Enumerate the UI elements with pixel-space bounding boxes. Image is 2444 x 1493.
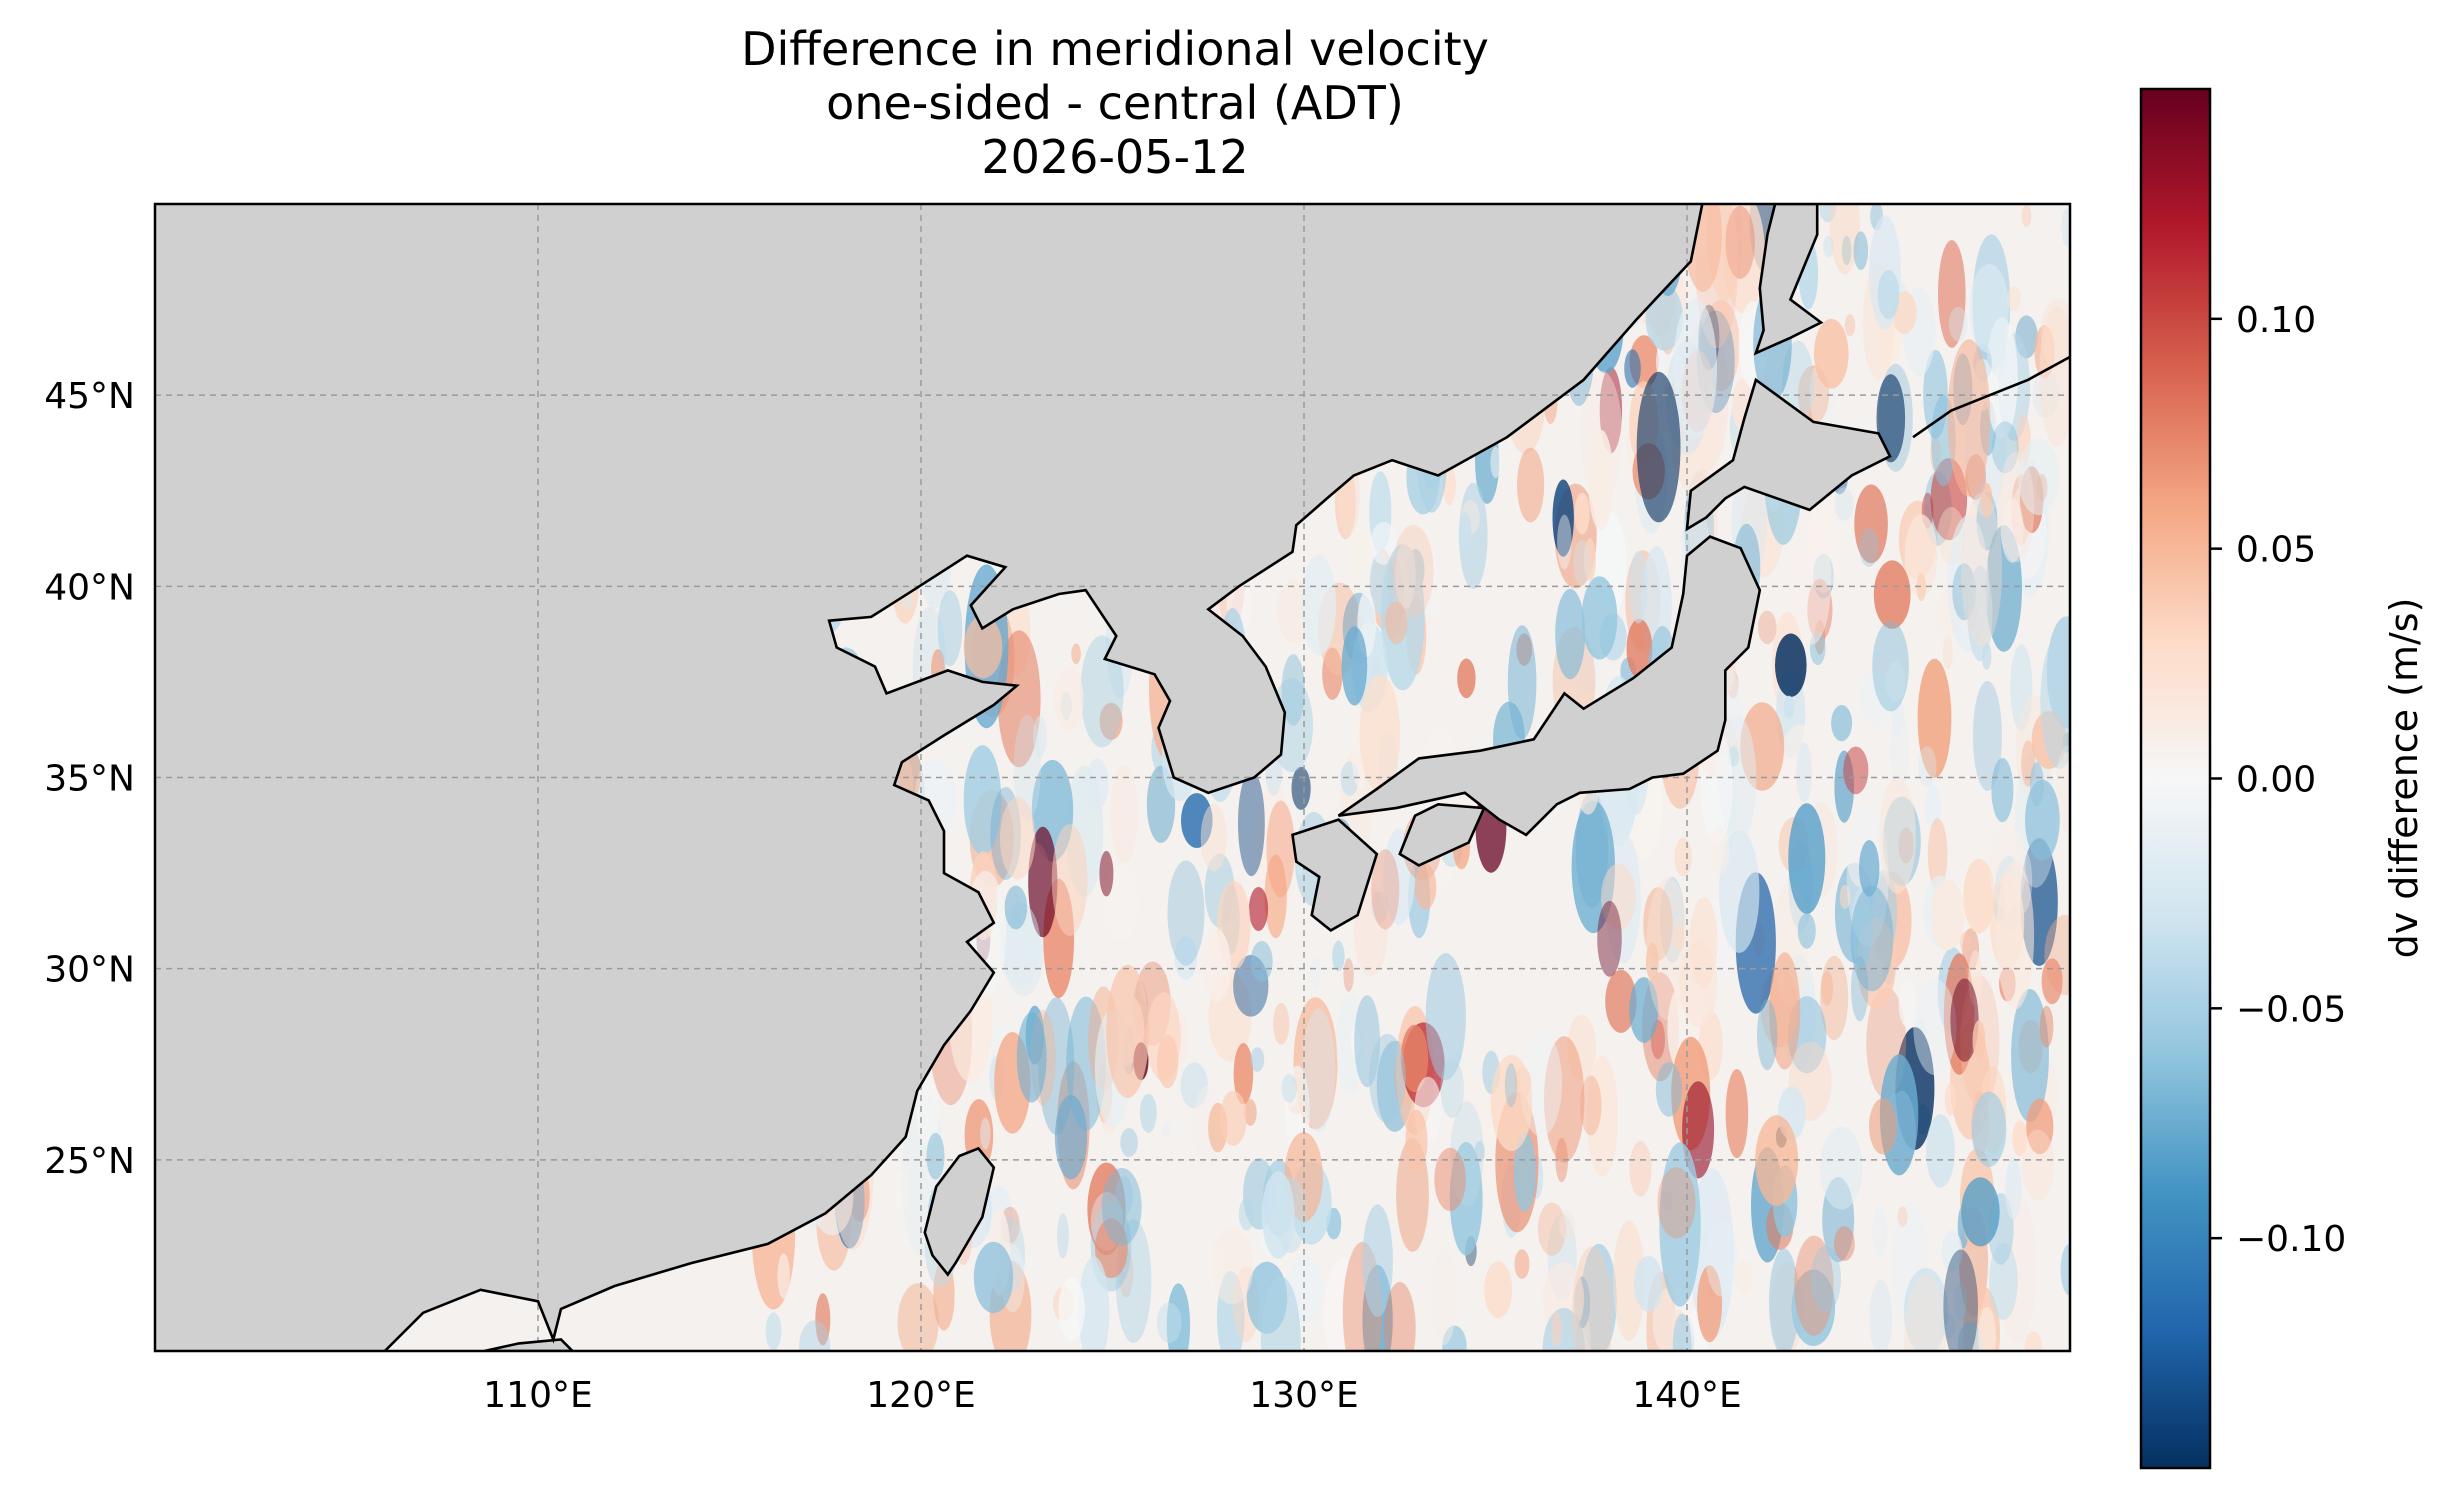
colorbar-tick-label: 0.05 bbox=[2236, 530, 2316, 571]
coastlines bbox=[383, 204, 2070, 1351]
colorbar-label: dv difference (m/s) bbox=[2382, 598, 2426, 959]
x-tick-label: 140°E bbox=[1632, 1375, 1741, 1416]
colorbar-tick-label: −0.10 bbox=[2236, 1219, 2346, 1260]
y-tick-label: 35°N bbox=[44, 759, 135, 800]
colorbar-tick-label: −0.05 bbox=[2236, 989, 2346, 1030]
coast-hainan bbox=[484, 1338, 575, 1351]
x-axis: 110°E 120°E 130°E 140°E bbox=[483, 1375, 1741, 1416]
coast-hokkaido bbox=[1685, 377, 1892, 532]
chart-date: 2026-05-12 bbox=[981, 130, 1249, 184]
coast-mainland bbox=[383, 204, 1704, 1351]
chart-title: Difference in meridional velocity bbox=[741, 22, 1489, 76]
colorbar: 0.10 0.05 0.00 −0.05 −0.10 dv difference (m/… bbox=[2139, 87, 2426, 1470]
colorbar-tick-label: 0.10 bbox=[2236, 300, 2316, 341]
coast-kyushu bbox=[1291, 818, 1379, 932]
map-area bbox=[155, 204, 2070, 1351]
y-tick-label: 25°N bbox=[44, 1141, 135, 1182]
x-tick-label: 120°E bbox=[866, 1375, 975, 1416]
coast-kurils bbox=[1912, 355, 2070, 439]
coast-honshu bbox=[1337, 535, 1762, 837]
y-tick-label: 45°N bbox=[44, 376, 135, 417]
y-tick-label: 30°N bbox=[44, 950, 135, 991]
chart-subtitle: one-sided - central (ADT) bbox=[826, 76, 1404, 130]
colorbar-gradient bbox=[2139, 87, 2212, 1470]
colorbar-tick-label: 0.00 bbox=[2236, 760, 2316, 801]
chart-title-block: Difference in meridional velocity one-si… bbox=[155, 22, 2075, 184]
x-tick-label: 110°E bbox=[483, 1375, 592, 1416]
coast-taiwan bbox=[923, 1146, 996, 1277]
x-tick-label: 130°E bbox=[1249, 1375, 1358, 1416]
map-frame bbox=[153, 202, 2072, 1353]
gridlines bbox=[155, 204, 2070, 1351]
colorbar-ticks: 0.10 0.05 0.00 −0.05 −0.10 bbox=[2210, 300, 2346, 1260]
y-tick-label: 40°N bbox=[44, 567, 135, 608]
y-axis: 25°N 30°N 35°N 40°N 45°N bbox=[44, 376, 135, 1182]
coast-sakhalin bbox=[1753, 204, 1824, 356]
